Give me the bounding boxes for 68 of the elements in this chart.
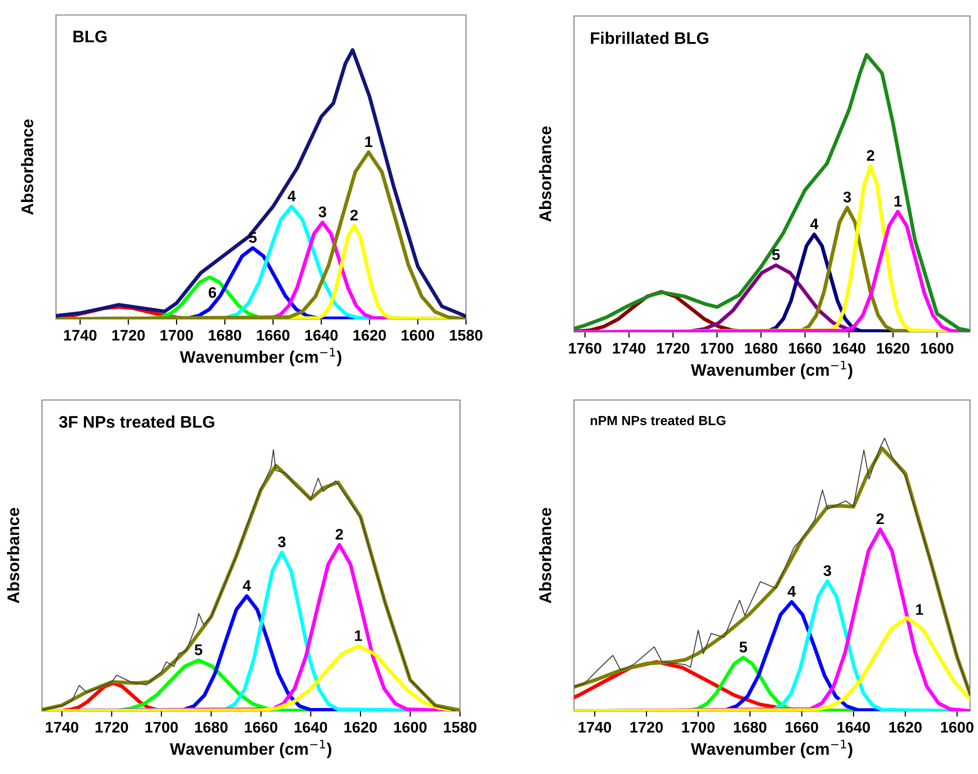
x-tick-label: 1600 (402, 330, 434, 341)
x-tick-label: 1680 (744, 342, 778, 354)
series-label: 2 (876, 513, 884, 524)
series-label: 5 (249, 232, 257, 243)
x-axis-title: Wavenumber (cm$^{−1}$) (170, 740, 332, 758)
x-axis-title: Wavenumber (cm$^{−1}$) (690, 740, 852, 758)
x-tick-label: 1660 (788, 342, 822, 354)
series-label: 3 (823, 565, 832, 576)
x-tick-label: 1740 (64, 330, 96, 341)
x-tick-label: 1760 (568, 342, 602, 354)
series-label: 5 (772, 249, 780, 260)
chart-title: Fibrillated BLG (590, 32, 708, 44)
x-tick-label: 1680 (208, 330, 242, 341)
x-tick-label: 1580 (444, 722, 476, 733)
x-axis-title: Wavenumber (cm$^{−1}$) (690, 360, 852, 380)
x-tick-label: 1660 (244, 722, 278, 733)
y-axis-title: Absorbance (539, 126, 552, 222)
x-tick-label: 1740 (612, 342, 646, 354)
x-tick-label: 1720 (112, 330, 145, 341)
x-tick-label: 1720 (630, 722, 663, 733)
x-tick-label: 1600 (394, 722, 427, 733)
x-tick-label: 1620 (344, 722, 377, 733)
series-label: 5 (194, 644, 202, 656)
series-label: 1 (894, 196, 902, 206)
x-tick-label: 1700 (145, 722, 178, 733)
x-tick-label: 1600 (920, 342, 954, 354)
series-label: 3 (318, 206, 326, 218)
series-label: 1 (916, 604, 924, 615)
x-axis-title: Wavenumber (cm$^{−1}$) (180, 348, 342, 366)
x-tick-label: 1700 (700, 342, 734, 354)
x-tick-label: 1660 (786, 722, 818, 733)
series-label: 3 (843, 192, 851, 202)
y-axis-title: Absorbance (539, 508, 552, 604)
x-tick-label: 1700 (160, 330, 193, 341)
x-tick-label: 1680 (734, 722, 766, 733)
series-label: 1 (354, 630, 362, 641)
x-tick-label: 1640 (305, 330, 338, 341)
x-tick-label: 1600 (941, 722, 974, 733)
x-tick-label: 1620 (889, 722, 922, 733)
x-tick-label: 1620 (876, 342, 910, 354)
series-label: 6 (208, 287, 216, 298)
x-tick-label: 1640 (294, 722, 328, 733)
x-tick-label: 1700 (682, 722, 715, 733)
x-tick-label: 1740 (578, 722, 612, 733)
x-tick-label: 1660 (257, 330, 290, 341)
x-tick-label: 1640 (832, 342, 866, 354)
series-label: 1 (365, 136, 372, 147)
x-tick-label: 1580 (450, 330, 482, 341)
y-axis-title: Absorbance (21, 119, 34, 215)
x-tick-label: 1720 (656, 342, 690, 354)
x-tick-label: 1680 (195, 722, 228, 733)
series-label: 2 (350, 210, 358, 220)
series-label: 4 (810, 218, 818, 230)
series-label: 4 (288, 190, 296, 202)
x-tick-label: 1640 (838, 722, 870, 733)
y-axis-title: Absorbance (7, 508, 20, 604)
series-label: 2 (336, 528, 343, 540)
chart-title: 3F NPs treated BLG (59, 416, 214, 428)
x-tick-label: 1720 (96, 722, 128, 733)
x-tick-label: 1740 (46, 722, 78, 733)
chart-title: nPM NPs treated BLG (590, 416, 726, 426)
series-label: 4 (788, 586, 796, 597)
chart-title: BLG (74, 30, 107, 42)
series-label: 2 (866, 150, 874, 161)
series-label: 3 (278, 536, 286, 548)
x-tick-label: 1620 (354, 330, 386, 341)
series-label: 4 (242, 580, 251, 591)
series-label: 5 (739, 642, 748, 652)
